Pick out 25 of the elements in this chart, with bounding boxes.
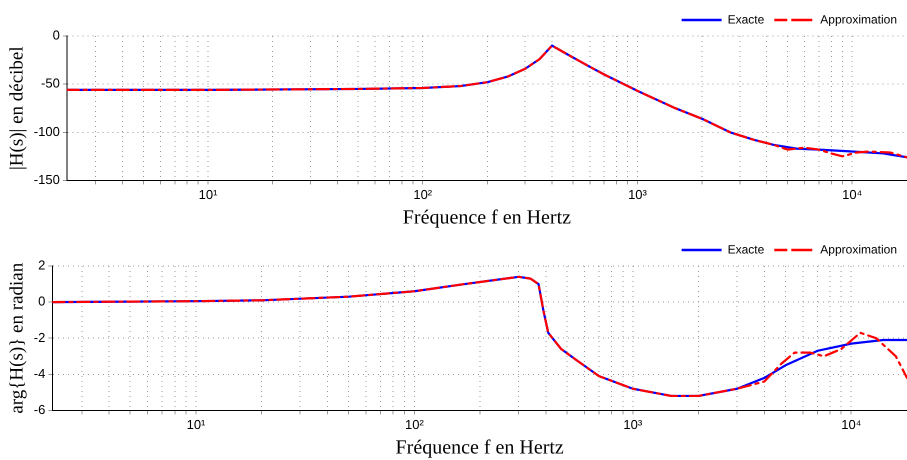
x-tick-label: 10³ — [628, 186, 648, 202]
x-tick-label: 10¹ — [198, 186, 218, 202]
x-tick-label: 10² — [413, 186, 433, 202]
y-tick-label: -100 — [34, 124, 60, 139]
x-tick-label: 10³ — [623, 416, 643, 432]
legend-label: Approximation — [820, 242, 898, 256]
x-axis-title: Fréquence f en Hertz — [396, 436, 564, 458]
y-axis-title: arg{H(s)} en radian — [6, 262, 28, 414]
x-tick-label: 10¹ — [186, 416, 206, 432]
legend-label: Exacte — [728, 12, 765, 26]
legend-label: Approximation — [820, 12, 898, 26]
y-axis-title: |H(s)| en décibel — [6, 46, 28, 170]
y-tick-label: 0 — [52, 28, 60, 43]
y-tick-label: 0 — [38, 294, 46, 309]
y-tick-label: -150 — [34, 172, 60, 187]
x-tick-label: 10⁴ — [842, 186, 862, 202]
y-tick-label: -50 — [41, 76, 60, 91]
x-axis-title: Fréquence f en Hertz — [402, 206, 572, 228]
y-tick-label: 2 — [38, 258, 46, 273]
x-tick-label: 10² — [405, 416, 424, 432]
legend-label: Exacte — [728, 242, 765, 256]
x-tick-label: 10⁴ — [841, 416, 862, 432]
y-tick-label: -4 — [34, 366, 46, 381]
y-tick-label: -6 — [34, 402, 46, 417]
y-tick-label: -2 — [34, 330, 46, 345]
